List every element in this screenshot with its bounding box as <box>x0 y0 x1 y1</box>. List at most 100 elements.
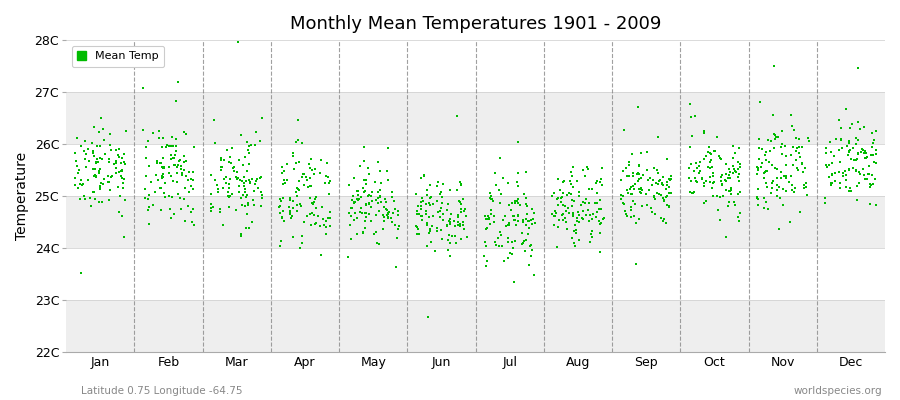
Point <box>162 164 176 171</box>
Point <box>521 262 535 268</box>
Point <box>434 205 448 211</box>
Point <box>766 112 780 118</box>
Point <box>757 195 771 201</box>
Point <box>731 190 745 197</box>
Bar <box>66 92 885 144</box>
Point <box>488 238 502 245</box>
Point <box>113 192 128 199</box>
Point <box>346 217 361 223</box>
Point <box>774 175 788 182</box>
Point <box>89 160 104 166</box>
Point <box>283 194 297 201</box>
Point <box>383 215 398 221</box>
Point <box>710 206 724 213</box>
Point <box>842 148 856 155</box>
Point <box>765 180 779 186</box>
Point <box>321 174 336 180</box>
Point <box>510 198 525 204</box>
Point <box>307 199 321 206</box>
Point <box>784 112 798 118</box>
Point <box>447 233 462 239</box>
Point <box>750 164 764 170</box>
Point <box>706 170 720 176</box>
Point <box>487 213 501 219</box>
Point <box>859 154 873 161</box>
Point <box>222 153 237 160</box>
Point <box>590 178 604 184</box>
Point <box>697 130 711 136</box>
Point <box>557 178 572 185</box>
Point <box>595 182 609 188</box>
Point <box>304 200 319 206</box>
Point <box>776 186 790 193</box>
Point <box>558 215 572 222</box>
Point <box>641 176 655 183</box>
Point <box>93 184 107 190</box>
Point <box>376 218 391 224</box>
Point <box>715 182 729 188</box>
Point <box>850 137 865 144</box>
Point <box>243 142 257 148</box>
Point <box>342 210 356 216</box>
Point <box>819 162 833 168</box>
Point <box>616 127 631 133</box>
Point <box>841 151 855 158</box>
Point <box>239 168 254 174</box>
Point <box>725 170 740 177</box>
Point <box>156 155 170 162</box>
Point <box>516 240 530 246</box>
Point <box>498 213 512 219</box>
Point <box>652 178 666 184</box>
Point <box>101 173 115 180</box>
Point <box>584 228 598 234</box>
Point <box>703 165 717 171</box>
Point <box>662 203 677 210</box>
Point <box>779 187 794 194</box>
Point <box>829 136 843 142</box>
Point <box>755 146 770 152</box>
Point <box>362 200 376 207</box>
Point <box>697 128 711 134</box>
Point <box>764 138 778 144</box>
Point <box>286 234 301 240</box>
Point <box>156 134 170 141</box>
Point <box>726 143 741 149</box>
Point <box>273 243 287 250</box>
Point <box>203 208 218 214</box>
Point <box>685 133 699 139</box>
Point <box>357 177 372 184</box>
Point <box>353 209 367 215</box>
Point <box>162 192 176 199</box>
Point <box>455 196 470 202</box>
Bar <box>66 300 885 352</box>
Point <box>118 161 132 168</box>
Point <box>861 162 876 169</box>
Point <box>695 175 709 181</box>
Point <box>319 218 333 224</box>
Point <box>567 228 581 234</box>
Point <box>350 231 365 237</box>
Point <box>141 192 156 198</box>
Point <box>238 189 252 195</box>
Point <box>320 160 334 166</box>
Point <box>644 209 659 216</box>
Point <box>414 202 428 209</box>
Point <box>385 189 400 195</box>
Point <box>863 181 878 188</box>
Point <box>820 164 834 170</box>
Point <box>572 218 587 225</box>
Point <box>824 139 838 146</box>
Point <box>93 142 107 149</box>
Point <box>116 151 130 158</box>
Point <box>364 204 378 210</box>
Point <box>152 128 166 135</box>
Point <box>142 162 157 169</box>
Point <box>519 168 534 175</box>
Point <box>117 176 131 182</box>
Point <box>566 164 580 170</box>
Point <box>94 115 108 122</box>
Point <box>571 209 585 216</box>
Point <box>708 148 723 154</box>
Point <box>592 179 607 185</box>
Point <box>423 226 437 232</box>
